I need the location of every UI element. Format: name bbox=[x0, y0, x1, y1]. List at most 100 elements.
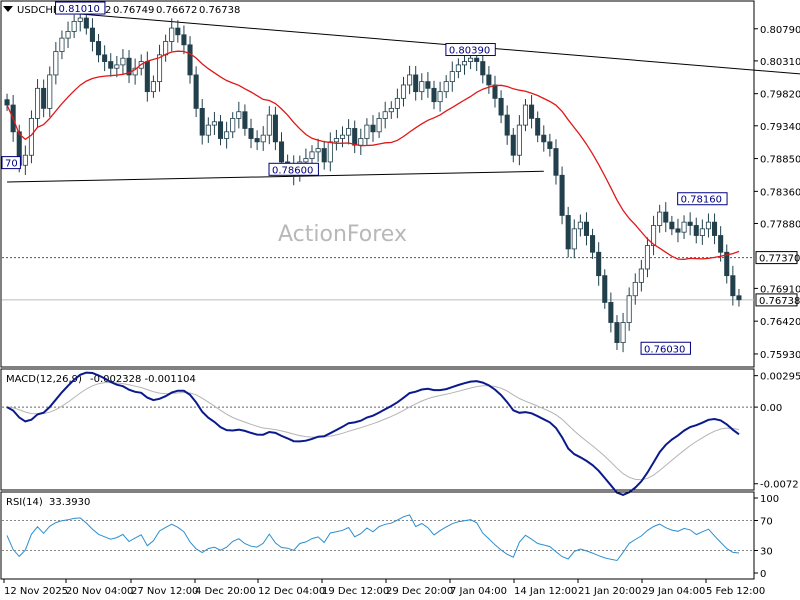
time-tick-label: 20 Nov 04:00 bbox=[66, 586, 133, 597]
time-tick-label: 4 Dec 20:00 bbox=[195, 586, 256, 597]
candle-body bbox=[254, 138, 260, 143]
candle-body bbox=[651, 225, 657, 246]
rsi-value: 33.3930 bbox=[49, 497, 90, 508]
candle-body bbox=[730, 275, 736, 297]
macd-panel: MACD(12,26,9) -0.002328 -0.001104 0.0029… bbox=[0, 368, 800, 496]
candle-body bbox=[150, 81, 156, 93]
candle-body bbox=[59, 37, 65, 52]
candle-body bbox=[303, 158, 309, 163]
candle-body bbox=[455, 64, 461, 72]
price-annotation-label: 70 bbox=[5, 159, 18, 170]
price-annotations: 0.81010 0.78600 0.80390 0.76030 0.78160 70 bbox=[1, 1, 728, 355]
candle-body bbox=[559, 174, 565, 216]
rsi-tick-label: 0 bbox=[760, 569, 766, 580]
price-tag-label: 0.76738 bbox=[759, 296, 800, 307]
price-panel: ActionForex USDCHF,H4 0.767120.767490.76… bbox=[0, 0, 800, 368]
candle-body bbox=[53, 51, 59, 76]
candle-body bbox=[577, 221, 583, 230]
candle-body bbox=[352, 128, 358, 146]
macd-signal-line bbox=[6, 381, 740, 481]
candle-body bbox=[193, 74, 199, 109]
candle-body bbox=[144, 61, 150, 93]
rsi-tick-label: 70 bbox=[760, 517, 773, 528]
symbol-dropdown-icon[interactable] bbox=[3, 6, 13, 12]
price-annotation-label: 0.76030 bbox=[644, 344, 685, 355]
candle-body bbox=[120, 57, 126, 66]
price-tick-label: 0.79340 bbox=[760, 122, 800, 133]
price-tick-label: 0.78360 bbox=[760, 187, 800, 198]
rsi-tick-label: 100 bbox=[760, 494, 779, 505]
candle-body bbox=[571, 228, 577, 250]
ohlc-header-value: 0.76738 bbox=[199, 5, 240, 16]
candle-body bbox=[596, 251, 602, 277]
candle-body bbox=[333, 138, 339, 143]
time-tick-label: 29 Jan 04:00 bbox=[642, 586, 705, 597]
candle-body bbox=[608, 302, 614, 323]
candle-body bbox=[242, 111, 248, 129]
candle-body bbox=[681, 221, 687, 233]
candle-body bbox=[461, 61, 468, 66]
time-tick-label: 27 Nov 12:00 bbox=[131, 586, 198, 597]
time-tick-label: 12 Nov 2025 bbox=[4, 586, 68, 597]
candles bbox=[4, 8, 742, 353]
candle-body bbox=[541, 134, 547, 143]
price-tag-label: 0.77370 bbox=[759, 254, 800, 265]
candle-body bbox=[657, 211, 663, 226]
candle-body bbox=[181, 34, 187, 46]
candle-body bbox=[529, 104, 535, 119]
candle-body bbox=[236, 111, 242, 119]
candle-body bbox=[77, 17, 83, 22]
macd-label: MACD(12,26,9) bbox=[6, 374, 82, 385]
price-annotation-label: 0.80390 bbox=[449, 46, 490, 57]
candle-body bbox=[468, 57, 474, 62]
candle-body bbox=[632, 281, 638, 297]
macd-tick-label: 0.00 bbox=[760, 403, 782, 414]
candle-body bbox=[22, 154, 28, 166]
candle-body bbox=[230, 118, 236, 133]
price-annotation-label: 0.78160 bbox=[681, 195, 722, 206]
moving-average bbox=[6, 50, 740, 261]
candle-body bbox=[486, 74, 492, 86]
macd-values: -0.002328 -0.001104 bbox=[90, 374, 196, 385]
rsi-panel: RSI(14) 33.3930 100 70 30 0 bbox=[0, 491, 779, 580]
candle-body bbox=[644, 245, 650, 270]
candle-body bbox=[504, 114, 510, 136]
price-tick-label: 0.80790 bbox=[760, 25, 800, 36]
price-axis-tags: 0.77370 0.76738 bbox=[755, 251, 800, 307]
macd-axis-ticks: 0.002957 0.00 -0.0072 bbox=[2, 372, 800, 491]
candle-body bbox=[437, 91, 443, 103]
candle-body bbox=[565, 215, 571, 250]
candle-body bbox=[47, 74, 53, 109]
candle-body bbox=[211, 121, 217, 126]
candle-body bbox=[663, 211, 669, 223]
candle-body bbox=[126, 57, 132, 76]
candle-body bbox=[175, 27, 181, 36]
candle-body bbox=[736, 295, 742, 301]
candle-body bbox=[614, 322, 620, 343]
candle-body bbox=[163, 41, 169, 56]
price-annotation-box bbox=[1, 156, 21, 170]
candle-body bbox=[358, 138, 364, 146]
rsi-axis-ticks: 100 70 30 0 bbox=[2, 494, 779, 580]
candle-body bbox=[425, 81, 431, 89]
candle-body bbox=[400, 84, 407, 99]
candle-body bbox=[224, 131, 230, 139]
macd-panel-frame bbox=[0, 368, 755, 491]
candle-body bbox=[522, 104, 529, 126]
moving-average-line bbox=[6, 50, 740, 261]
price-annotation-label: 0.81010 bbox=[59, 4, 100, 15]
candle-body bbox=[102, 54, 108, 62]
candle-body bbox=[553, 148, 559, 176]
candle-body bbox=[675, 228, 681, 233]
candle-body bbox=[474, 57, 480, 62]
candle-body bbox=[370, 124, 376, 133]
price-tag-box bbox=[755, 251, 798, 265]
trendline bbox=[7, 170, 544, 183]
candle-body bbox=[413, 74, 419, 93]
candle-body bbox=[394, 97, 400, 109]
price-tick-label: 0.75930 bbox=[760, 350, 800, 361]
time-tick-label: 7 Jan 04:00 bbox=[450, 586, 507, 597]
candle-body bbox=[626, 295, 632, 323]
ohlc-header-value: 0.76749 bbox=[113, 5, 154, 16]
